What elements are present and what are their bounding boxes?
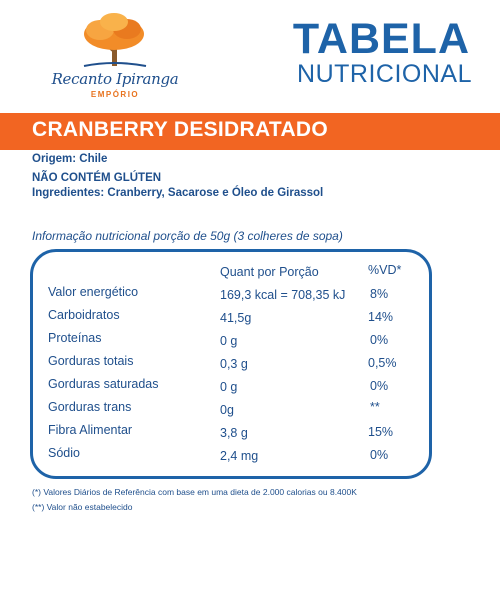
row-vd: 0%	[370, 333, 389, 347]
row-vd: 0,5%	[368, 356, 397, 370]
row-vd: 0%	[370, 448, 389, 462]
row-name: Valor energético	[48, 285, 139, 299]
row-name: Carboidratos	[48, 308, 120, 322]
row-vd: 8%	[370, 287, 389, 301]
tree-icon	[83, 13, 147, 67]
header-vd: %VD*	[368, 263, 402, 277]
row-vd: 0%	[370, 379, 389, 393]
row-name: Proteínas	[48, 331, 102, 345]
ingredients-text: Ingredientes: Cranberry, Sacarose e Óleo…	[32, 187, 324, 199]
row-name: Gorduras saturadas	[48, 377, 159, 391]
row-name: Gorduras totais	[48, 354, 134, 368]
footnote-not-established: (**) Valor não estabelecido	[32, 502, 133, 512]
serving-info: Informação nutricional porção de 50g (3 …	[32, 229, 343, 243]
row-amount: 3,8 g	[220, 426, 248, 440]
title-line-1: TABELA	[292, 15, 470, 63]
row-name: Gorduras trans	[48, 400, 132, 414]
row-amount: 0 g	[220, 334, 238, 348]
header-portion: Quant por Porção	[220, 265, 319, 279]
row-vd: 15%	[368, 425, 394, 439]
product-banner	[0, 113, 500, 150]
row-amount: 0g	[220, 403, 234, 417]
row-name: Fibra Alimentar	[48, 423, 133, 437]
brand-subtitle: EMPÓRIO	[90, 90, 140, 99]
row-vd: 14%	[368, 310, 394, 324]
row-name: Sódio	[48, 446, 80, 460]
row-amount: 41,5g	[220, 311, 252, 325]
gluten-text: NÃO CONTÉM GLÚTEN	[32, 172, 162, 184]
title-line-2: NUTRICIONAL	[297, 60, 472, 88]
row-amount: 0 g	[220, 380, 238, 394]
nutrition-table: Quant por Porção %VD* Valor energético 1…	[30, 249, 432, 479]
product-name: CRANBERRY DESIDRATADO	[32, 118, 329, 141]
origin-text: Origem: Chile	[32, 153, 108, 165]
brand-logo: Recanto Ipiranga EMPÓRIO	[40, 12, 190, 102]
row-vd: **	[370, 400, 380, 414]
row-amount: 2,4 mg	[220, 449, 259, 463]
brand-name: Recanto Ipiranga	[51, 70, 179, 88]
footnote-vd: (*) Valores Diários de Referência com ba…	[32, 487, 357, 497]
row-amount: 169,3 kcal = 708,35 kJ	[220, 288, 346, 302]
row-amount: 0,3 g	[220, 357, 248, 371]
